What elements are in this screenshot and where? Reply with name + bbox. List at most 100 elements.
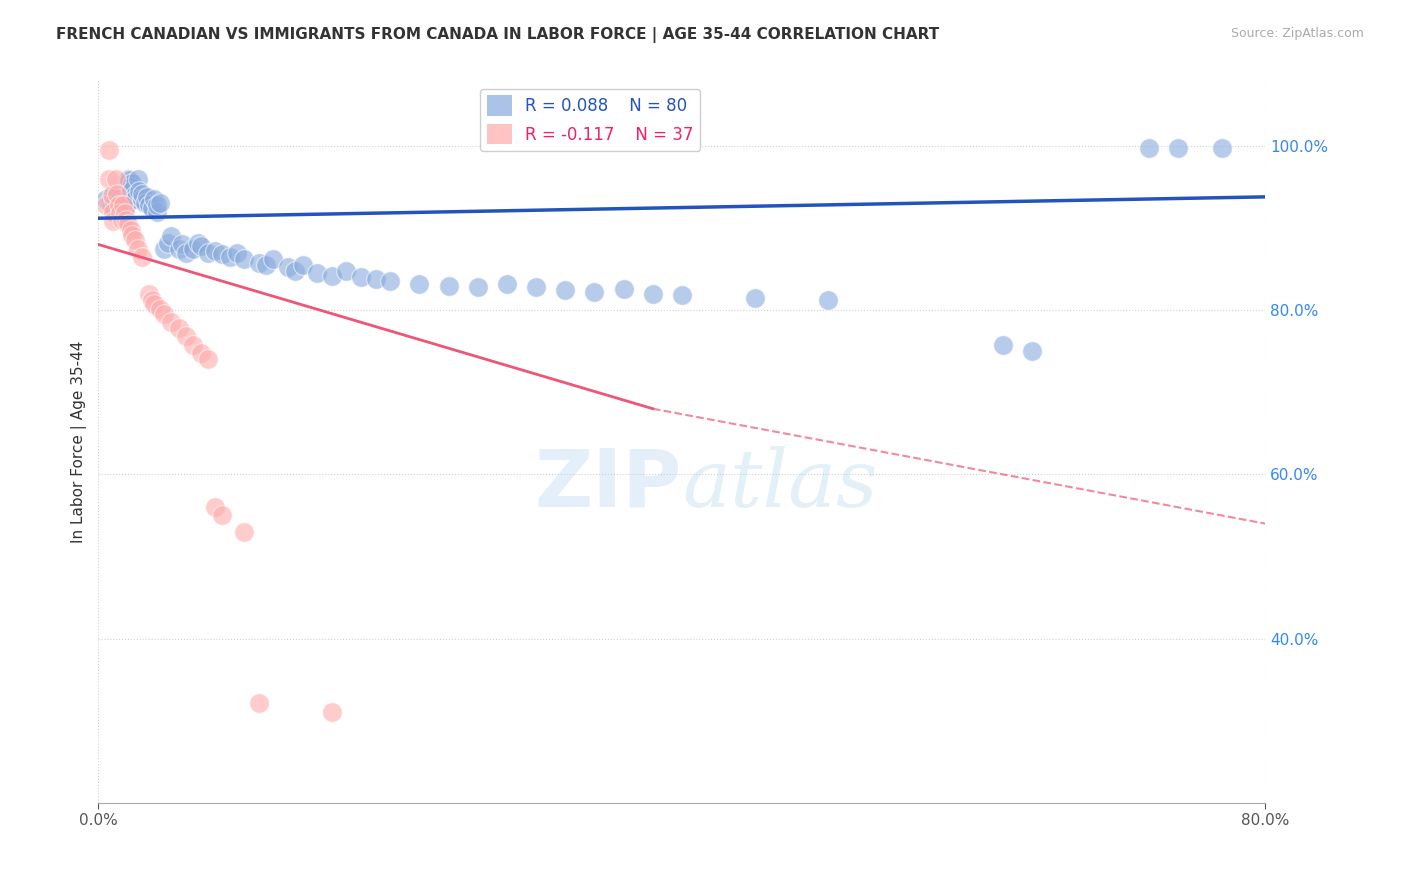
Point (1137, 140, 1160, 154)
Point (641, 286, 664, 301)
Point (211, 247, 233, 261)
Point (146, 204, 169, 219)
Point (174, 329, 197, 343)
Point (496, 277, 519, 291)
Point (94, 198, 117, 212)
Text: Source: ZipAtlas.com: Source: ZipAtlas.com (1230, 27, 1364, 40)
Point (262, 252, 284, 267)
Point (284, 264, 307, 278)
Point (120, 223, 142, 237)
Point (114, 201, 136, 215)
Point (408, 277, 430, 291)
Point (226, 245, 249, 260)
Point (160, 316, 183, 330)
Point (1211, 140, 1233, 154)
Point (153, 242, 176, 256)
Point (115, 199, 138, 213)
Point (134, 196, 156, 211)
Point (117, 176, 139, 190)
Point (108, 198, 131, 212)
Point (612, 282, 634, 296)
Point (131, 250, 153, 264)
Point (104, 171, 127, 186)
Point (97, 143, 120, 157)
Point (104, 190, 127, 204)
Point (233, 252, 256, 267)
Point (307, 266, 329, 280)
Point (146, 198, 169, 212)
Point (128, 184, 150, 198)
Point (97, 171, 120, 186)
Point (118, 173, 141, 187)
Point (1021, 344, 1043, 359)
Y-axis label: In Labor Force | Age 35-44: In Labor Force | Age 35-44 (72, 341, 87, 542)
Point (197, 245, 219, 260)
Point (167, 242, 190, 256)
Point (124, 192, 146, 206)
Point (380, 275, 402, 289)
Point (117, 171, 139, 186)
Point (233, 524, 256, 539)
Point (167, 321, 190, 335)
Point (467, 280, 489, 294)
Legend: R = 0.088    N = 80, R = -0.117    N = 37: R = 0.088 N = 80, R = -0.117 N = 37 (481, 88, 700, 151)
Point (277, 260, 299, 275)
Point (291, 258, 314, 272)
Point (120, 180, 142, 194)
Point (554, 283, 576, 297)
Text: atlas: atlas (682, 446, 877, 524)
Point (149, 196, 172, 211)
Point (170, 237, 193, 252)
Point (138, 286, 160, 301)
Point (142, 296, 165, 310)
Point (131, 192, 153, 206)
Point (437, 278, 460, 293)
Point (174, 245, 197, 260)
Point (127, 242, 149, 256)
Point (671, 288, 693, 302)
Point (160, 229, 183, 244)
Point (101, 204, 124, 219)
Point (204, 500, 226, 515)
Point (142, 192, 165, 206)
Point (247, 255, 270, 269)
Text: ZIP: ZIP (534, 446, 682, 524)
Point (141, 201, 163, 215)
Point (335, 264, 357, 278)
Point (190, 346, 212, 360)
Point (120, 184, 142, 198)
Point (117, 217, 139, 231)
Point (524, 280, 547, 294)
Point (110, 198, 132, 212)
Point (131, 186, 153, 201)
Point (98, 196, 121, 211)
Point (112, 198, 135, 212)
Point (121, 227, 143, 242)
Point (121, 176, 143, 190)
Point (181, 242, 204, 256)
Point (187, 235, 209, 250)
Point (157, 235, 180, 250)
Point (211, 508, 233, 523)
Point (100, 198, 122, 212)
Point (1167, 140, 1189, 154)
Point (817, 293, 839, 308)
Point (114, 194, 136, 209)
Point (100, 188, 122, 202)
Point (127, 171, 149, 186)
Point (105, 196, 128, 211)
Point (321, 706, 343, 720)
Point (124, 188, 146, 202)
Point (247, 696, 270, 710)
Point (110, 192, 132, 206)
Point (744, 291, 766, 305)
Point (204, 244, 226, 258)
Point (111, 212, 134, 227)
Point (321, 268, 343, 283)
Point (190, 239, 212, 253)
Point (138, 198, 160, 212)
Point (153, 307, 176, 321)
Point (218, 250, 240, 264)
Point (112, 196, 135, 211)
Point (101, 192, 124, 206)
